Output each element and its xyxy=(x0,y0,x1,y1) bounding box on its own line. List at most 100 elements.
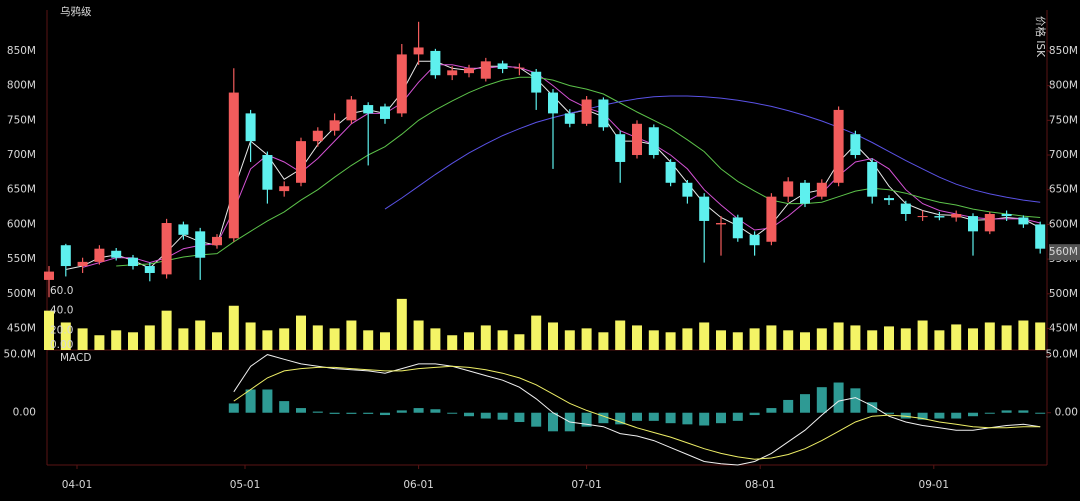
candle-body xyxy=(447,70,458,76)
candle-body xyxy=(632,123,642,156)
candle-body xyxy=(917,216,928,218)
volume-bar xyxy=(951,324,962,350)
y-tick-label: 500M xyxy=(7,288,36,300)
volume-bar xyxy=(984,322,995,350)
candle-body xyxy=(665,161,676,183)
volume-bar xyxy=(144,325,155,350)
volume-bar xyxy=(699,322,710,350)
candle-body xyxy=(716,223,726,225)
y-tick-label: 750M xyxy=(7,114,36,126)
candle-body xyxy=(380,106,390,119)
macd-bar xyxy=(968,412,978,417)
candle-body xyxy=(178,224,189,235)
volume-bar xyxy=(884,326,894,350)
volume-bar xyxy=(816,328,827,350)
candle-body xyxy=(968,216,978,232)
macd-bar xyxy=(984,412,995,414)
macd-bar xyxy=(732,412,743,421)
candle-body xyxy=(699,196,710,221)
macd-bar xyxy=(682,412,693,425)
candle-body xyxy=(951,214,962,218)
x-tick-label: 05-01 xyxy=(230,479,261,491)
y-tick-label: 850M xyxy=(7,45,36,57)
macd-bar xyxy=(716,412,726,424)
macd-bar xyxy=(262,389,273,413)
volume-bar xyxy=(648,330,659,350)
macd-bar xyxy=(329,412,340,414)
candle-body xyxy=(514,67,525,69)
candle-body xyxy=(497,63,508,69)
volume-bar xyxy=(363,330,374,350)
volume-bar xyxy=(968,328,978,350)
candle-body xyxy=(312,130,323,142)
volume-bar xyxy=(615,320,626,350)
macd-bar xyxy=(749,412,760,416)
macd-bar xyxy=(833,382,844,413)
candle-body xyxy=(1001,214,1012,217)
candle-body xyxy=(850,134,861,156)
macd-bar xyxy=(279,401,290,413)
macd-bar xyxy=(850,388,861,413)
volume-bar xyxy=(178,328,189,350)
candle-body xyxy=(44,271,54,280)
macd-bar xyxy=(766,408,777,413)
volume-bar xyxy=(917,320,928,350)
x-tick-label: 08-01 xyxy=(745,479,776,491)
macd-bar xyxy=(615,412,626,425)
volume-bar xyxy=(514,334,525,350)
y-tick-label: 600M xyxy=(7,218,36,230)
x-tick-label: 09-01 xyxy=(919,479,950,491)
macd-bar xyxy=(464,412,474,417)
y-tick-label: 600M xyxy=(1049,218,1078,230)
y-tick-label: 450M xyxy=(1049,322,1078,334)
volume-bar xyxy=(749,328,760,350)
volume-bar xyxy=(128,332,138,350)
macd-bar xyxy=(228,403,239,413)
macd-bar xyxy=(312,411,323,413)
macd-bar xyxy=(867,402,878,413)
candle-body xyxy=(531,71,542,93)
candle-body xyxy=(900,203,911,214)
volume-bar xyxy=(44,310,54,350)
y-axis-title: 价格 ISK xyxy=(1034,16,1047,58)
macd-dif xyxy=(233,354,1041,466)
y-tick-label: 550M xyxy=(7,253,36,265)
candle-body xyxy=(94,248,105,262)
candle-body xyxy=(548,92,558,114)
macd-title: MACD xyxy=(60,352,91,364)
macd-bar xyxy=(1018,410,1029,413)
volume-bar xyxy=(380,332,390,350)
volume-bar xyxy=(548,322,558,350)
macd-bar xyxy=(598,412,609,424)
moving-average xyxy=(82,64,1041,268)
y-tick-label: 850M xyxy=(1049,45,1078,57)
candle-body xyxy=(413,47,424,55)
y-tick-label: 800M xyxy=(1049,80,1078,92)
candle-body xyxy=(195,231,206,258)
x-tick-label: 06-01 xyxy=(403,479,434,491)
macd-bar xyxy=(1035,412,1046,414)
macd-bar xyxy=(917,412,928,420)
candle-body xyxy=(598,99,609,128)
volume-tick-label: 60.0 xyxy=(50,285,73,297)
candle-body xyxy=(766,196,777,242)
volume-bar xyxy=(212,332,222,350)
candle-body xyxy=(732,217,743,239)
candle-body xyxy=(984,214,995,232)
candle-body xyxy=(161,223,172,275)
moving-average xyxy=(384,95,1041,210)
volume-bar xyxy=(312,325,323,350)
macd-bar xyxy=(548,412,558,432)
macd-bar xyxy=(346,412,357,414)
candle-body xyxy=(296,141,306,183)
candle-body xyxy=(329,120,340,131)
macd-bar xyxy=(581,412,592,427)
last-price-label: 560M xyxy=(1049,246,1078,258)
x-tick-label: 07-01 xyxy=(571,479,602,491)
macd-bar xyxy=(1001,410,1012,413)
candle-body xyxy=(279,186,290,192)
volume-bar xyxy=(430,328,441,350)
macd-bar xyxy=(665,412,676,424)
macd-bar xyxy=(396,410,407,413)
volume-bar xyxy=(665,332,676,350)
